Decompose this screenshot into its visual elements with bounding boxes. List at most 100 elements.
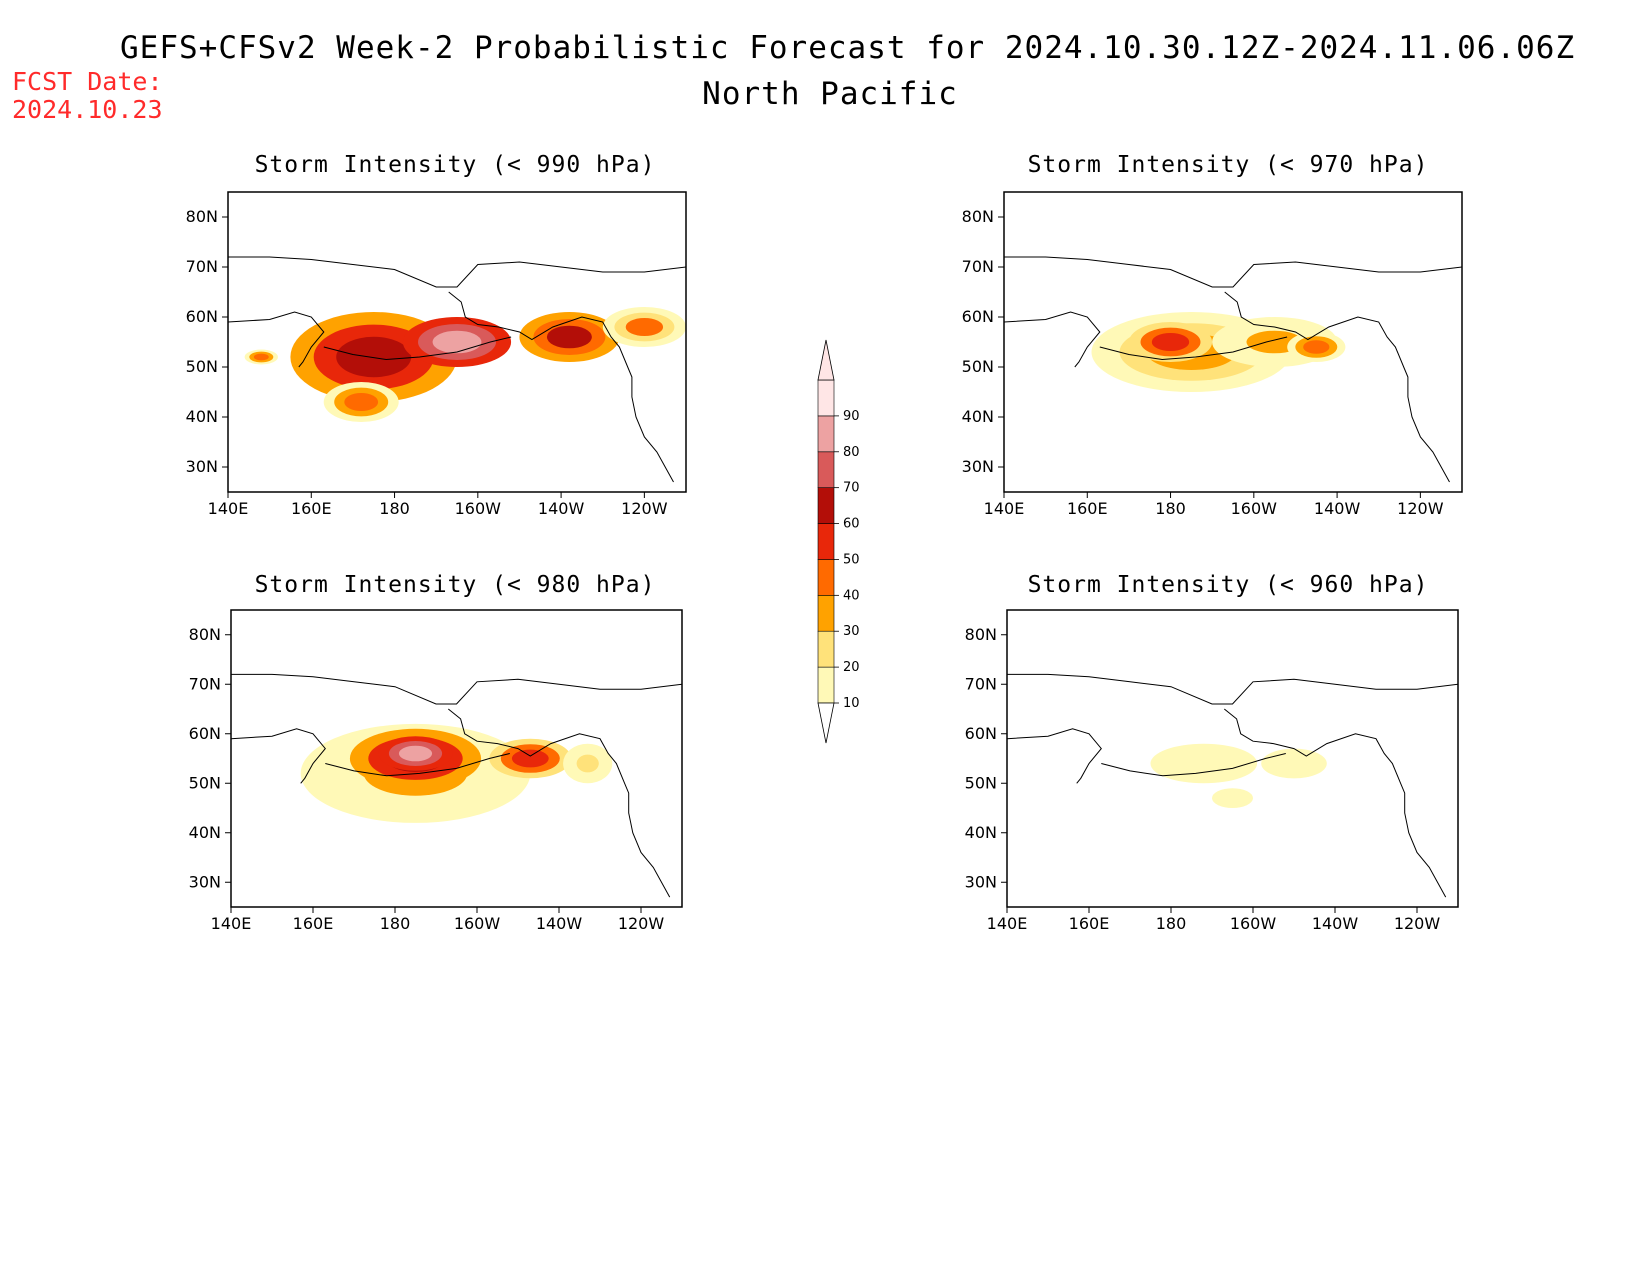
coastline-path — [1101, 753, 1286, 777]
forecast-date-block: FCST Date: 2024.10.23 — [12, 68, 163, 124]
lon-tick-label: 160W — [455, 499, 502, 518]
colorbar-top-arrow — [817, 339, 835, 381]
probability-contour — [344, 393, 379, 411]
lat-tick-label: 30N — [962, 457, 994, 476]
lon-tick-label: 160W — [1230, 914, 1277, 933]
lat-tick-label: 70N — [189, 674, 221, 693]
lon-tick-label: 160W — [454, 914, 501, 933]
probability-contour — [546, 325, 592, 349]
lat-tick-label: 80N — [965, 625, 997, 644]
panel-title-980: Storm Intensity (< 980 hPa) — [254, 572, 656, 598]
main-title: GEFS+CFSv2 Week-2 Probabilistic Forecast… — [120, 30, 1576, 66]
map-frame — [1003, 191, 1463, 493]
lon-tick-label: 180 — [1155, 499, 1186, 518]
coastline-path — [1004, 311, 1101, 368]
colorbar-label: 50 — [843, 552, 860, 567]
coastline-path — [448, 291, 674, 483]
lon-tick-label: 140E — [984, 499, 1025, 518]
lat-tick-label: 70N — [186, 257, 218, 276]
coastline-path — [231, 673, 682, 705]
coastline-path — [1223, 708, 1447, 898]
lat-tick-label: 70N — [965, 674, 997, 693]
lon-tick-label: 120W — [1394, 914, 1441, 933]
lat-tick-label: 40N — [962, 407, 994, 426]
coastline-path — [447, 708, 671, 898]
lat-tick-label: 40N — [965, 823, 997, 842]
coastline-path — [1007, 728, 1102, 784]
lat-tick-label: 70N — [962, 257, 994, 276]
probability-field — [1091, 312, 1346, 392]
colorbar-label: 90 — [843, 409, 860, 424]
coastline-path — [231, 728, 326, 784]
lat-tick-label: 60N — [186, 307, 218, 326]
lat-tick-label: 60N — [189, 724, 221, 743]
colorbar-label: 80 — [843, 445, 860, 460]
lat-tick-label: 30N — [189, 872, 221, 891]
coastline — [1007, 673, 1458, 898]
colorbar-segment — [817, 487, 835, 524]
probability-contour — [1151, 333, 1190, 351]
probability-contour — [1223, 793, 1242, 803]
coastline — [231, 673, 682, 898]
map-panel: 80N 70N 60N 50N 40N 30N 140E 160E 180 160W 140W 120… — [962, 191, 1463, 518]
colorbar-segment — [817, 559, 835, 596]
lon-tick-label: 140E — [987, 914, 1028, 933]
lat-tick-label: 80N — [962, 207, 994, 226]
colorbar-label: 70 — [843, 481, 860, 496]
probability-contour — [336, 336, 412, 378]
lon-tick-label: 140E — [208, 499, 249, 518]
colorbar-label: 40 — [843, 588, 860, 603]
lat-tick-label: 60N — [962, 307, 994, 326]
colorbar-label: 60 — [843, 517, 860, 532]
coastline-path — [1224, 291, 1450, 483]
coastline — [228, 256, 686, 483]
colorbar-label: 30 — [843, 624, 860, 639]
colorbar-label: 10 — [843, 696, 860, 711]
coastline-path — [323, 336, 512, 361]
forecast-date-label: FCST Date: — [12, 67, 163, 96]
lat-tick-label: 30N — [965, 872, 997, 891]
lon-tick-label: 140E — [211, 914, 252, 933]
region-title: North Pacific — [702, 76, 958, 112]
probability-contour — [1179, 754, 1228, 773]
lat-tick-label: 40N — [186, 407, 218, 426]
lon-tick-label: 160E — [1067, 499, 1108, 518]
probability-contour — [1303, 340, 1330, 354]
colorbar-segment — [817, 630, 835, 668]
map-frame — [227, 191, 687, 493]
lat-tick-label: 40N — [189, 823, 221, 842]
lon-tick-label: 160E — [293, 914, 334, 933]
lon-tick-label: 140W — [536, 914, 583, 933]
coastline-path — [228, 311, 325, 368]
colorbar-segment — [817, 451, 835, 488]
coastline-path — [1004, 256, 1462, 288]
lat-tick-label: 80N — [189, 625, 221, 644]
lat-tick-label: 50N — [186, 357, 218, 376]
lat-tick-label: 50N — [965, 773, 997, 792]
probability-contour — [576, 754, 599, 773]
probability-field — [1150, 743, 1327, 808]
panel-title-990: Storm Intensity (< 990 hPa) — [254, 152, 656, 178]
colorbar-bottom-arrow — [817, 702, 835, 744]
colorbar-label: 20 — [843, 660, 860, 675]
map-panel: 80N 70N 60N 50N 40N 30N 140E 160E 180 160W 140W 120… — [965, 609, 1459, 933]
map-frame — [230, 609, 683, 908]
coastline-path — [1099, 336, 1288, 361]
lon-tick-label: 160E — [1069, 914, 1110, 933]
lon-tick-label: 180 — [379, 499, 410, 518]
lat-tick-label: 30N — [186, 457, 218, 476]
coastline-path — [228, 256, 686, 288]
map-panel: 80N 70N 60N 50N 40N 30N 140E 160E 180 160W 140W 120… — [189, 609, 683, 933]
lat-tick-label: 60N — [965, 724, 997, 743]
colorbar: 10 20 30 40 50 60 70 80 90 — [817, 339, 860, 744]
lon-tick-label: 140W — [1314, 499, 1361, 518]
probability-contour — [253, 353, 269, 361]
colorbar-segment — [817, 523, 835, 560]
lon-tick-label: 120W — [618, 914, 665, 933]
lat-tick-label: 50N — [962, 357, 994, 376]
lon-tick-label: 160E — [291, 499, 332, 518]
colorbar-segment — [817, 379, 835, 417]
lon-tick-label: 140W — [1312, 914, 1359, 933]
map-panel: 80N 70N 60N 50N 40N 30N 140E 160E 180 160W 140W 120… — [186, 191, 687, 518]
